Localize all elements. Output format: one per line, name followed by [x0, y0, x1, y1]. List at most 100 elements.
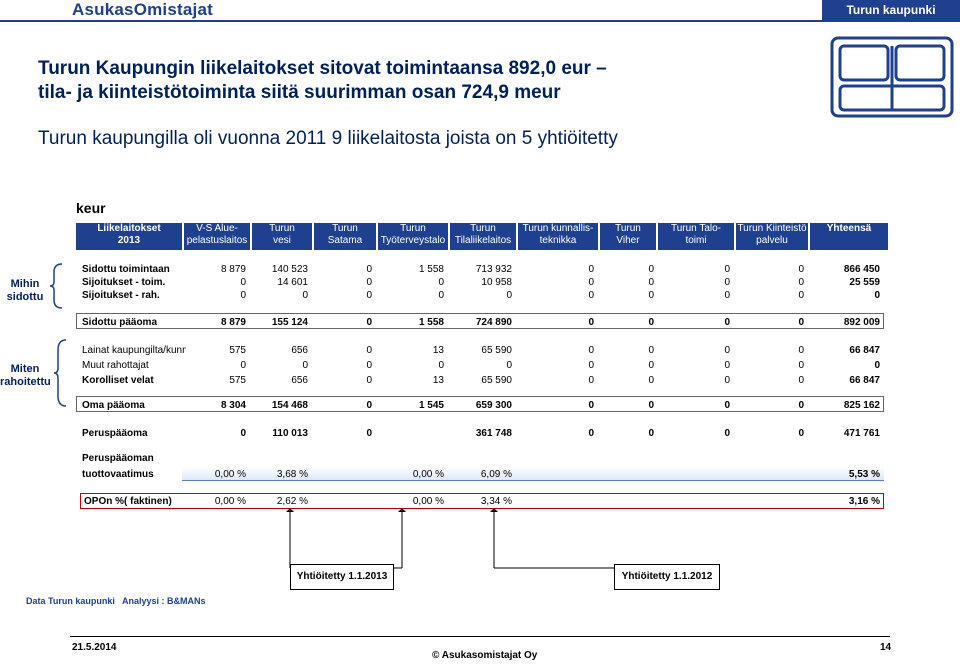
table-cell: 0 — [798, 375, 804, 386]
header-cell: Yhteensä — [810, 223, 888, 250]
table-cell: 361 748 — [475, 428, 512, 439]
header-line1: Turun — [332, 223, 358, 234]
unit-label: keur — [76, 200, 106, 216]
table-cell: 0 — [240, 428, 246, 439]
row-label: Lainat kaupungilta/kunnalta — [82, 345, 186, 356]
header-line1: Turun — [400, 223, 426, 234]
table-cell: 66 847 — [849, 375, 880, 386]
table-cell: 0 — [588, 277, 594, 288]
table-cell: 0 — [366, 277, 372, 288]
table-cell: 0 — [798, 317, 804, 328]
row-label: Sidottu pääoma — [82, 317, 158, 328]
brace-icon — [49, 263, 63, 309]
table-cell: 0 — [240, 360, 246, 371]
table-cell: 656 — [291, 345, 308, 356]
table-cell: 0 — [366, 345, 372, 356]
header-cell: Turun kunnallis-teknikka — [518, 223, 598, 250]
table-cell: 0 — [724, 264, 730, 275]
header-line2: toimi — [685, 235, 707, 246]
side-label-line: Mihin — [10, 278, 40, 290]
table-cell: 25 559 — [849, 277, 880, 288]
table-cell: 0 — [798, 264, 804, 275]
header-line2: vesi — [273, 235, 291, 246]
table-cell: 0 — [588, 290, 594, 301]
divider — [76, 396, 884, 397]
table-cell: 0 — [798, 345, 804, 356]
table-cell: 866 450 — [843, 264, 880, 275]
header-line2: teknikka — [539, 235, 577, 246]
percent-cell: 0,00 % — [412, 496, 444, 507]
table-cell: 110 013 — [272, 428, 308, 439]
table-cell: 0 — [438, 277, 444, 288]
side-label-miten: Miten rahoitettu — [0, 363, 51, 389]
percent-cell: 0,00 % — [214, 469, 246, 480]
header-line2: Satama — [327, 235, 363, 246]
table-cell: 154 468 — [271, 400, 308, 411]
table-cell: 0 — [366, 375, 372, 386]
row-label: Sidottu toimintaan — [82, 264, 170, 275]
table-cell: 0 — [366, 428, 372, 439]
opon-row-box — [80, 493, 884, 509]
header-cell: Liikelaitokset 2013 — [76, 223, 182, 250]
table-cell: 0 — [798, 277, 804, 288]
side-label-line: Miten — [10, 363, 40, 375]
brand-part1: Asukas — [72, 0, 134, 19]
percent-cell: 0,00 % — [214, 496, 246, 507]
header-cell: Turun Satama — [314, 223, 376, 250]
header-cell: Turun vesi — [252, 223, 312, 250]
table-cell: 8 879 — [220, 264, 246, 275]
table-cell: 713 932 — [475, 264, 512, 275]
table-cell: 0 — [588, 264, 594, 275]
table-cell: 724 890 — [475, 317, 512, 328]
brand-part2: Omistajat — [133, 0, 213, 19]
header-line1: V-S Alue- — [196, 223, 238, 234]
table-cell: 656 — [291, 375, 308, 386]
percent-cell: 6,09 % — [480, 469, 512, 480]
callout-2012: Yhtiöitetty 1.1.2012 — [614, 564, 720, 590]
header-cell: Turun Työterveystalo — [378, 223, 448, 250]
table-cell: 0 — [302, 360, 308, 371]
table-cell: 0 — [724, 277, 730, 288]
table-cell: 0 — [798, 400, 804, 411]
table-cell: 1 558 — [418, 264, 444, 275]
table-cell: 0 — [724, 428, 730, 439]
table-cell: 0 — [648, 400, 654, 411]
table-cell: 0 — [240, 277, 246, 288]
table-cell: 8 304 — [220, 400, 246, 411]
header-line1: Turun Talo- — [670, 223, 722, 234]
table-cell: 0 — [366, 264, 372, 275]
table-cell: 0 — [648, 290, 654, 301]
table-cell: 892 009 — [843, 317, 880, 328]
header-line1: Turun — [615, 223, 641, 234]
table-cell: 0 — [724, 345, 730, 356]
table-cell: 0 — [798, 290, 804, 301]
table-cell: 0 — [302, 290, 308, 301]
table-cell: 0 — [648, 264, 654, 275]
table-cell: 0 — [648, 345, 654, 356]
table-cell: 65 590 — [481, 345, 512, 356]
row-label: Korolliset velat — [82, 375, 154, 386]
side-label-line: rahoitettu — [0, 376, 51, 388]
header-line1: Turun Kiinteistö — [737, 223, 807, 234]
table-cell: 66 847 — [849, 345, 880, 356]
row-label: Muut rahottajat — [82, 360, 149, 371]
callout-2013: Yhtiöitetty 1.1.2013 — [290, 564, 394, 590]
header-line2: palvelu — [756, 235, 788, 246]
company-logo-icon — [830, 36, 954, 118]
percent-cell: 2,62 % — [276, 496, 308, 507]
table-cell: 0 — [240, 290, 246, 301]
percent-cell: 3,34 % — [480, 496, 512, 507]
table-cell: 0 — [724, 317, 730, 328]
table-cell: 825 162 — [843, 400, 880, 411]
source-analysis: Analyysi : B&MANs — [122, 596, 206, 606]
tuotto-label-2: tuottovaatimus — [82, 469, 154, 480]
row-label: Sijoitukset - rah. — [82, 290, 160, 301]
table-cell: 0 — [366, 360, 372, 371]
row-label: Oma pääoma — [82, 400, 145, 411]
top-bar — [0, 0, 960, 22]
table-cell: 0 — [506, 290, 512, 301]
header-cell: Turun Talo-toimi — [658, 223, 734, 250]
tuotto-row-bar — [182, 467, 884, 481]
table-cell: 0 — [366, 317, 372, 328]
table-cell: 471 761 — [843, 428, 880, 439]
